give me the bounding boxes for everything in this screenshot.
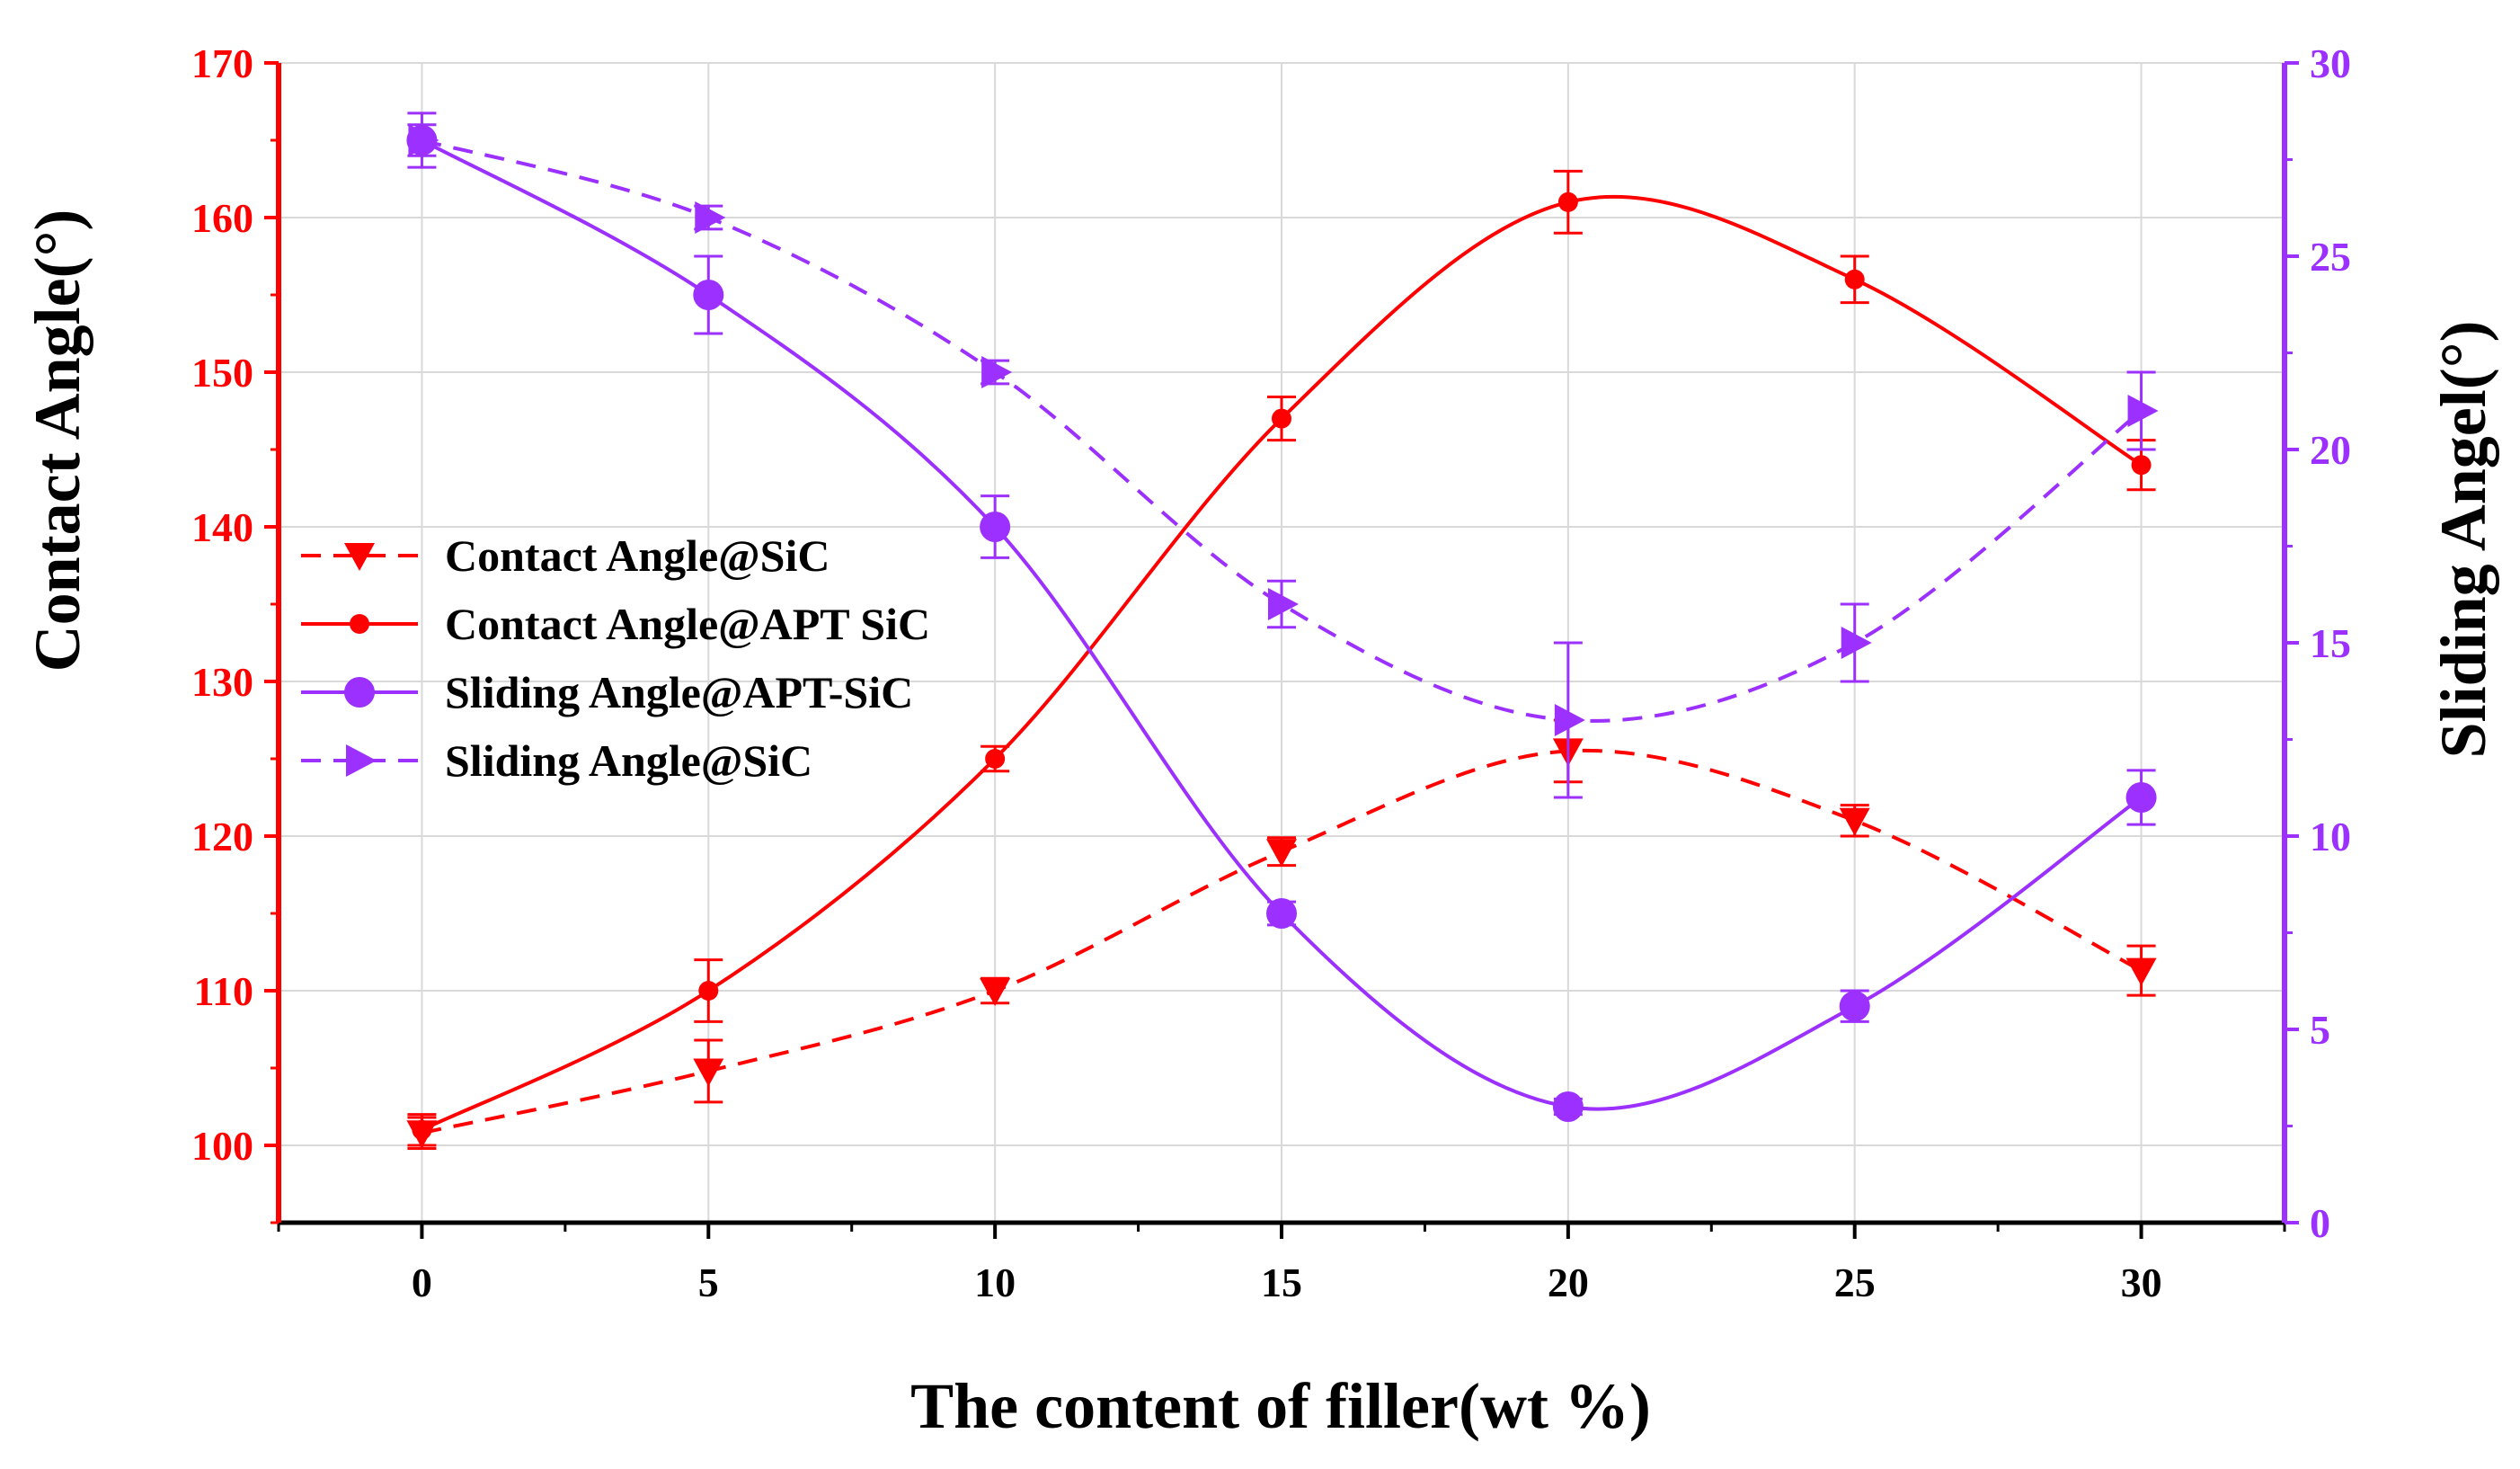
y-right-tick-label: 5 — [2310, 1007, 2330, 1053]
data-point — [695, 201, 726, 234]
y-left-tick-label: 120 — [191, 814, 253, 859]
series-2 — [406, 111, 2157, 1122]
y-left-tick-label: 150 — [191, 350, 253, 396]
x-tick-label: 15 — [1261, 1260, 1302, 1305]
data-point — [981, 356, 1013, 388]
series-1 — [407, 169, 2156, 1147]
x-tick-label: 5 — [698, 1260, 719, 1305]
x-tick-label: 20 — [1548, 1260, 1589, 1305]
y-axis-left-title: Contact Angle(°) — [22, 209, 93, 672]
legend-marker — [344, 677, 375, 708]
y-axis-right-title: Sliding Angel(°) — [2427, 321, 2499, 759]
x-tick-label: 10 — [974, 1260, 1016, 1305]
data-point — [693, 1058, 724, 1087]
y-right-tick-label: 15 — [2310, 620, 2351, 666]
data-point — [2125, 957, 2157, 986]
data-point — [1272, 408, 1291, 429]
data-point — [1268, 588, 1299, 620]
y-left-tick-label: 140 — [191, 504, 253, 550]
data-point — [2125, 782, 2157, 813]
y-left-tick-label: 100 — [191, 1123, 253, 1169]
data-point — [1841, 627, 1872, 659]
x-tick-label: 30 — [2121, 1260, 2162, 1305]
legend-marker — [346, 744, 377, 777]
x-tick-label: 25 — [1834, 1260, 1876, 1305]
y-left-tick-label: 110 — [194, 968, 253, 1014]
legend-marker — [344, 543, 375, 571]
y-right-tick-label: 20 — [2310, 427, 2351, 473]
y-right-tick-label: 25 — [2310, 234, 2351, 280]
data-point — [1554, 704, 1585, 736]
data-point — [2131, 455, 2152, 476]
y-right-tick-label: 30 — [2310, 40, 2351, 86]
y-left-tick-label: 130 — [191, 659, 253, 705]
data-point — [408, 124, 439, 156]
y-left-tick-label: 160 — [191, 195, 253, 241]
y-right-tick-label: 0 — [2310, 1200, 2330, 1246]
y-left-tick-label: 170 — [191, 40, 253, 86]
data-point — [693, 280, 724, 310]
data-point — [1839, 991, 1870, 1022]
data-point — [1552, 1091, 1584, 1122]
legend-marker — [350, 614, 369, 634]
legend: Contact Angle@SiC Contact Angle@APT SiC Sl… — [301, 530, 930, 786]
legend-label: Sliding Angle@APT-SiC — [445, 667, 913, 717]
data-point — [1266, 898, 1297, 929]
data-point — [980, 512, 1011, 542]
data-point — [1839, 807, 1870, 836]
legend-label: Contact Angle@SiC — [445, 530, 830, 581]
data-point — [1266, 839, 1297, 868]
data-point — [980, 978, 1011, 1006]
x-axis-title: The content of filler(wt %) — [910, 1370, 1651, 1442]
axes: 0 5 10 15 20 25 30 100 110 120 130 140 150 160 170 0 5 10… — [191, 40, 2351, 1305]
data-point — [1844, 269, 1865, 289]
legend-label: Contact Angle@APT SiC — [445, 599, 930, 649]
data-point — [698, 981, 719, 1001]
y-right-tick-label: 10 — [2310, 814, 2351, 859]
data-point — [412, 1119, 432, 1140]
data-point — [1557, 191, 1578, 212]
series — [406, 111, 2159, 1150]
data-point — [2127, 395, 2159, 427]
data-point — [985, 749, 1006, 769]
x-tick-label: 0 — [412, 1260, 432, 1305]
legend-label: Sliding Angle@SiC — [445, 735, 812, 786]
series-3 — [407, 123, 2159, 799]
